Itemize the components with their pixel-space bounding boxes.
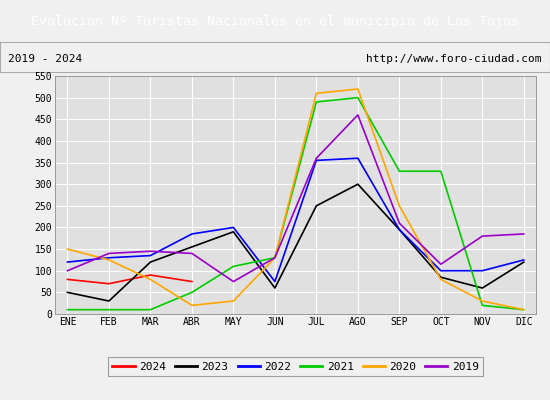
Text: http://www.foro-ciudad.com: http://www.foro-ciudad.com: [366, 54, 542, 64]
Text: 2019 - 2024: 2019 - 2024: [8, 54, 82, 64]
Text: Evolucion Nº Turistas Nacionales en el municipio de Los Tojos: Evolucion Nº Turistas Nacionales en el m…: [31, 14, 519, 28]
Legend: 2024, 2023, 2022, 2021, 2020, 2019: 2024, 2023, 2022, 2021, 2020, 2019: [108, 357, 483, 376]
